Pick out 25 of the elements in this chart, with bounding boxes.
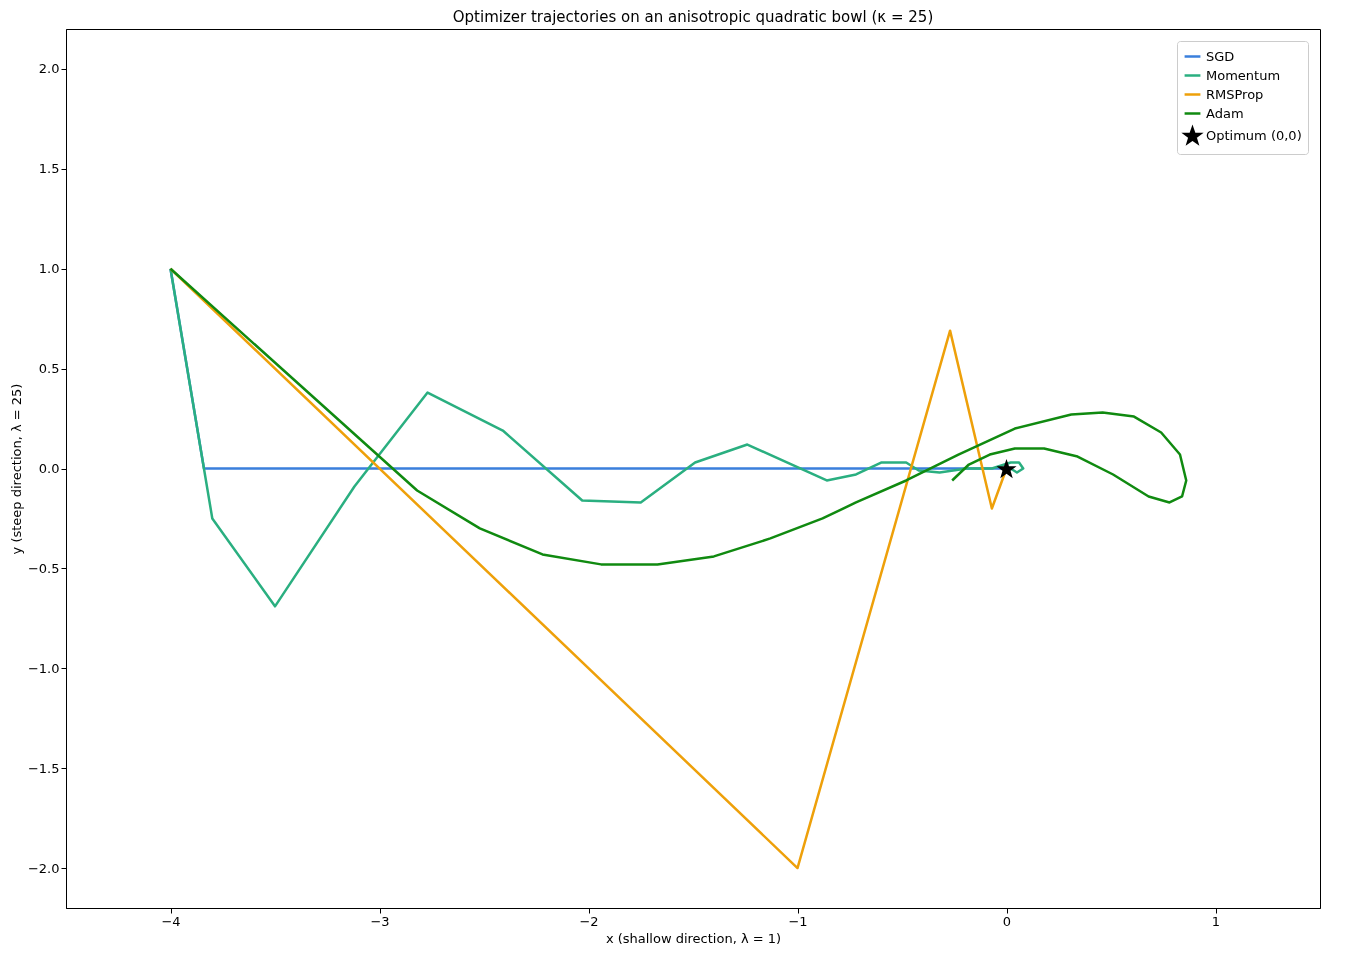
line-series: [169, 267, 1025, 608]
legend-label: RMSProp: [1206, 86, 1264, 102]
x-tick-label: 1: [1211, 913, 1221, 929]
y-axis-title: y (steep direction, λ = 25): [8, 383, 24, 555]
y-tick-label: 0.5: [38, 361, 60, 377]
y-tick-label: −1.5: [27, 760, 60, 776]
y-tick-label: −1.0: [27, 660, 60, 676]
line-series: [169, 267, 1188, 566]
x-tick-label: −4: [161, 913, 181, 929]
legend-label: Momentum: [1206, 67, 1281, 83]
x-tick-label: 0: [1002, 913, 1012, 929]
y-tick-label: 1.5: [38, 161, 60, 177]
y-tick-label: −2.0: [27, 860, 60, 876]
chart-title: Optimizer trajectories on an anisotropic quadratic bowl (κ = 25): [452, 8, 934, 26]
legend-label: SGD: [1206, 48, 1235, 64]
x-tick-label: −3: [370, 913, 390, 929]
y-tick-label: 1.0: [38, 261, 60, 277]
x-tick-label: −1: [788, 913, 808, 929]
y-tick-label: 0.0: [38, 461, 60, 476]
y-tick-label: −0.5: [27, 560, 60, 576]
y-tick-label: 2.0: [38, 61, 60, 77]
x-axis-title: x (shallow direction, λ = 1): [605, 930, 782, 946]
legend-label: Adam: [1206, 105, 1244, 121]
legend-label: Optimum (0,0): [1206, 127, 1302, 143]
x-tick-label: −2: [579, 913, 599, 929]
